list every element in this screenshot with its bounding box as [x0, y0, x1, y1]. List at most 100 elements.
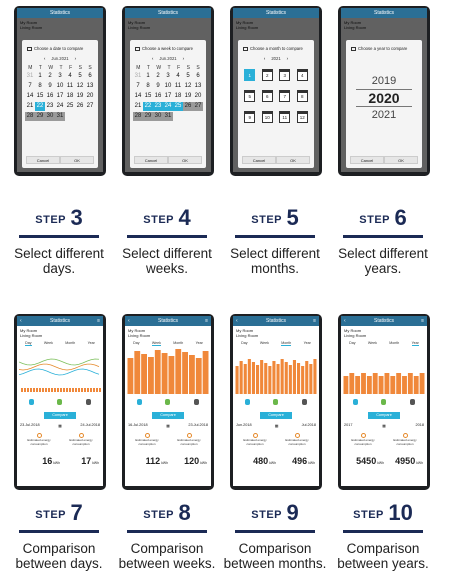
- next-month-button[interactable]: ›: [182, 56, 185, 61]
- day-cell[interactable]: 2: [48, 73, 52, 79]
- day-cell[interactable]: 16: [46, 93, 54, 99]
- day-cell[interactable]: 4: [176, 73, 180, 79]
- month-cell[interactable]: 12: [296, 111, 308, 123]
- day-cell[interactable]: 3: [58, 73, 62, 79]
- back-icon[interactable]: ‹: [128, 318, 130, 324]
- month-cell[interactable]: 11: [279, 111, 291, 123]
- day-cell[interactable]: 26: [183, 102, 193, 111]
- day-cell[interactable]: 15: [144, 93, 152, 99]
- day-cell[interactable]: 31: [26, 73, 34, 79]
- date-a[interactable]: Jun.2018: [236, 423, 252, 427]
- day-cell[interactable]: 10: [56, 83, 64, 89]
- day-cell[interactable]: 30: [45, 112, 55, 121]
- day-cell[interactable]: 5: [186, 73, 190, 79]
- back-icon[interactable]: ‹: [344, 318, 346, 324]
- day-cell[interactable]: 24: [56, 103, 64, 109]
- day-cell[interactable]: 12: [184, 83, 192, 89]
- month-cell[interactable]: 1: [244, 69, 256, 81]
- day-cell[interactable]: 16: [154, 93, 162, 99]
- day-cell[interactable]: 27: [193, 102, 203, 111]
- menu-icon[interactable]: ≡: [421, 318, 424, 324]
- day-cell[interactable]: 6: [88, 73, 92, 79]
- month-cell[interactable]: 9: [244, 111, 256, 123]
- day-cell[interactable]: 3: [166, 73, 170, 79]
- tab-month[interactable]: Month: [65, 341, 76, 345]
- next-month-button[interactable]: ›: [74, 56, 77, 61]
- day-cell[interactable]: 29: [143, 112, 153, 121]
- day-cell[interactable]: 13: [194, 83, 202, 89]
- day-cell[interactable]: 24: [163, 102, 173, 111]
- compare-button[interactable]: Compare: [260, 412, 292, 419]
- day-cell[interactable]: 11: [66, 83, 74, 89]
- day-cell[interactable]: 8: [38, 83, 42, 89]
- compare-button[interactable]: Compare: [368, 412, 400, 419]
- next-year-button[interactable]: ›: [286, 56, 289, 61]
- ok-button[interactable]: OK: [168, 156, 202, 164]
- ok-button[interactable]: OK: [384, 156, 418, 164]
- day-cell[interactable]: 10: [164, 83, 172, 89]
- tab-week[interactable]: Week: [43, 341, 53, 345]
- compare-button[interactable]: Compare: [152, 412, 184, 419]
- date-a[interactable]: 16.Jul.2018: [128, 423, 148, 427]
- ok-button[interactable]: OK: [60, 156, 94, 164]
- month-cell[interactable]: 7: [279, 90, 291, 102]
- tab-day[interactable]: Day: [133, 341, 140, 345]
- day-cell[interactable]: 20: [194, 93, 202, 99]
- month-cell[interactable]: 10: [261, 111, 273, 123]
- day-cell[interactable]: 19: [184, 93, 192, 99]
- year-option[interactable]: 2021: [371, 109, 397, 121]
- day-cell[interactable]: 9: [48, 83, 52, 89]
- tab-year[interactable]: Year: [303, 341, 311, 345]
- tab-week[interactable]: Week: [151, 341, 161, 346]
- month-cell[interactable]: 5: [244, 90, 256, 102]
- day-cell[interactable]: 14: [26, 93, 34, 99]
- day-cell[interactable]: 1: [146, 73, 150, 79]
- day-cell[interactable]: 31: [55, 112, 65, 121]
- day-cell[interactable]: 17: [164, 93, 172, 99]
- day-cell[interactable]: 26: [76, 103, 84, 109]
- year-option[interactable]: 2019: [371, 75, 397, 87]
- day-cell[interactable]: 31: [134, 73, 142, 79]
- prev-year-button[interactable]: ‹: [263, 56, 266, 61]
- day-cell[interactable]: 21: [26, 103, 34, 109]
- day-cell[interactable]: 19: [76, 93, 84, 99]
- cancel-button[interactable]: Cancel: [242, 156, 276, 164]
- tab-month[interactable]: Month: [173, 341, 184, 345]
- compare-button[interactable]: Compare: [44, 412, 76, 419]
- day-cell[interactable]: 22: [143, 102, 153, 111]
- prev-month-button[interactable]: ‹: [43, 56, 46, 61]
- tab-week[interactable]: Week: [259, 341, 269, 345]
- day-cell[interactable]: 25: [66, 103, 74, 109]
- day-cell[interactable]: 12: [76, 83, 84, 89]
- day-cell[interactable]: 23: [46, 103, 54, 109]
- tab-week[interactable]: Week: [367, 341, 377, 345]
- tab-year[interactable]: Year: [195, 341, 203, 345]
- day-cell[interactable]: 21: [134, 103, 142, 109]
- calendar-icon[interactable]: ▦: [274, 424, 279, 428]
- day-cell[interactable]: 6: [196, 73, 200, 79]
- day-cell[interactable]: 22: [35, 102, 45, 111]
- date-a[interactable]: 2017: [344, 423, 353, 427]
- calendar-icon[interactable]: ▦: [166, 424, 170, 428]
- day-cell[interactable]: 29: [35, 112, 45, 121]
- day-cell[interactable]: 18: [174, 93, 182, 99]
- menu-icon[interactable]: ≡: [97, 318, 100, 324]
- month-cell[interactable]: 3: [279, 69, 291, 81]
- day-cell[interactable]: 1: [38, 73, 42, 79]
- tab-year[interactable]: Year: [411, 341, 419, 346]
- day-cell[interactable]: 15: [36, 93, 44, 99]
- tab-day[interactable]: Day: [349, 341, 356, 345]
- cancel-button[interactable]: Cancel: [26, 156, 60, 164]
- year-wheel[interactable]: 2019 2020 2021: [346, 73, 422, 123]
- tab-day[interactable]: Day: [241, 341, 248, 345]
- tab-day[interactable]: Day: [25, 341, 32, 346]
- back-icon[interactable]: ‹: [236, 318, 238, 324]
- date-b[interactable]: 24.Jul.2018: [80, 423, 100, 427]
- prev-month-button[interactable]: ‹: [151, 56, 154, 61]
- tab-year[interactable]: Year: [87, 341, 95, 345]
- day-cell[interactable]: 7: [28, 83, 32, 89]
- month-cell[interactable]: 4: [296, 69, 308, 81]
- day-cell[interactable]: 9: [156, 83, 160, 89]
- day-cell[interactable]: 23: [153, 102, 163, 111]
- year-option-selected[interactable]: 2020: [356, 89, 412, 107]
